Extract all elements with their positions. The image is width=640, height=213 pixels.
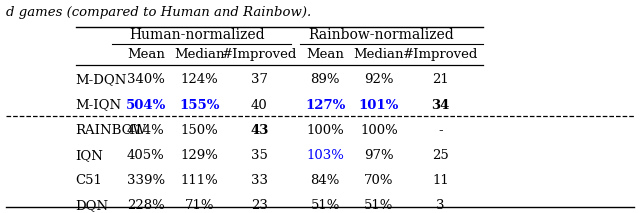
Text: -: -: [438, 124, 443, 137]
Text: IQN: IQN: [76, 149, 104, 162]
Text: RAINBOW: RAINBOW: [76, 124, 147, 137]
Text: 414%: 414%: [127, 124, 164, 137]
Text: Human-normalized: Human-normalized: [129, 28, 265, 42]
Text: Median: Median: [175, 48, 225, 61]
Text: 228%: 228%: [127, 199, 164, 212]
Text: 150%: 150%: [181, 124, 218, 137]
Text: 89%: 89%: [310, 73, 340, 86]
Text: 405%: 405%: [127, 149, 164, 162]
Text: 21: 21: [432, 73, 449, 86]
Text: 33: 33: [251, 174, 268, 187]
Text: #Improved: #Improved: [403, 48, 478, 61]
Text: DQN: DQN: [76, 199, 109, 212]
Text: Mean: Mean: [127, 48, 165, 61]
Text: Rainbow-normalized: Rainbow-normalized: [308, 28, 454, 42]
Text: 11: 11: [432, 174, 449, 187]
Text: 100%: 100%: [307, 124, 344, 137]
Text: Median: Median: [354, 48, 404, 61]
Text: 23: 23: [251, 199, 268, 212]
Text: 111%: 111%: [181, 174, 218, 187]
Text: M-DQN: M-DQN: [76, 73, 127, 86]
Text: C51: C51: [76, 174, 102, 187]
Text: 103%: 103%: [306, 149, 344, 162]
Text: 155%: 155%: [179, 98, 220, 112]
Text: d games (compared to Human and Rainbow).: d games (compared to Human and Rainbow).: [6, 6, 312, 19]
Text: Mean: Mean: [306, 48, 344, 61]
Text: 51%: 51%: [310, 199, 340, 212]
Text: 92%: 92%: [364, 73, 394, 86]
Text: 51%: 51%: [364, 199, 394, 212]
Text: 84%: 84%: [310, 174, 340, 187]
Text: 35: 35: [251, 149, 268, 162]
Text: 3: 3: [436, 199, 445, 212]
Text: M-IQN: M-IQN: [76, 98, 122, 112]
Text: 339%: 339%: [127, 174, 165, 187]
Text: 127%: 127%: [305, 98, 346, 112]
Text: 40: 40: [251, 98, 268, 112]
Text: 25: 25: [432, 149, 449, 162]
Text: 129%: 129%: [180, 149, 219, 162]
Text: 124%: 124%: [181, 73, 218, 86]
Text: 100%: 100%: [360, 124, 397, 137]
Text: 504%: 504%: [125, 98, 166, 112]
Text: 71%: 71%: [185, 199, 214, 212]
Text: 37: 37: [251, 73, 268, 86]
Text: 97%: 97%: [364, 149, 394, 162]
Text: 70%: 70%: [364, 174, 394, 187]
Text: 340%: 340%: [127, 73, 165, 86]
Text: 101%: 101%: [358, 98, 399, 112]
Text: 43: 43: [250, 124, 268, 137]
Text: 34: 34: [431, 98, 449, 112]
Text: #Improved: #Improved: [221, 48, 297, 61]
